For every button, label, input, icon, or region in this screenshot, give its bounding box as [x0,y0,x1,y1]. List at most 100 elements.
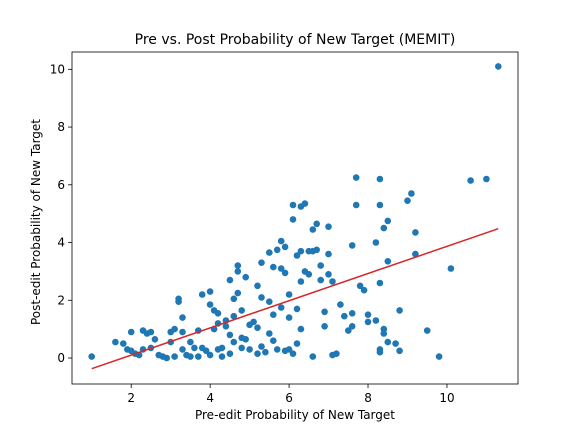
data-point [230,295,238,303]
data-point [179,328,186,336]
data-point [364,311,372,319]
data-point [270,311,277,319]
data-point [297,278,305,285]
data-point [234,289,242,297]
data-point [230,338,238,346]
x-tick-label: 10 [439,391,454,405]
data-point [277,304,285,311]
y-tick-label: 2 [57,293,65,307]
fit-line [91,227,499,370]
data-point [435,353,443,360]
data-point [238,344,245,352]
data-point [305,271,313,278]
data-point [412,250,419,258]
data-point [270,337,277,345]
data-point [246,346,253,353]
data-point [329,278,336,285]
data-point [254,324,261,332]
data-point [273,246,281,254]
data-point [250,318,257,326]
points-layer [88,63,502,362]
y-tick-label: 4 [57,236,65,250]
data-point [289,216,297,223]
data-point [396,307,403,314]
data-point [372,239,380,246]
data-point [254,282,261,290]
data-point [293,252,301,259]
y-axis-label: Post-edit Probability of New Target [29,119,43,325]
data-point [317,276,325,284]
data-point [376,279,384,287]
data-point [341,312,348,320]
axes-frame [71,51,519,385]
y-axis-ticks: 0 2 4 6 8 10 [50,62,72,365]
data-point [376,201,384,209]
data-point [191,344,198,352]
data-point [270,263,277,271]
x-tick-label: 2 [127,391,135,405]
data-point [242,336,249,343]
data-point [238,307,245,314]
data-point [206,288,214,295]
data-point [467,177,474,184]
data-point [309,226,317,233]
x-axis-label: Pre-edit Probability of New Target [195,408,395,422]
data-point [222,323,230,330]
data-point [266,249,273,256]
data-point [352,201,360,209]
data-point [447,265,455,272]
data-point [313,246,321,254]
data-point [226,276,234,284]
x-tick-label: 4 [206,391,214,405]
data-point [325,223,332,230]
data-point [127,328,135,336]
data-point [187,353,194,360]
data-point [226,350,234,358]
data-point [483,175,490,183]
data-point [258,259,265,267]
data-point [423,327,431,334]
data-point [230,312,238,320]
data-point [218,353,226,360]
y-tick-label: 0 [57,351,65,365]
data-point [384,258,392,265]
data-point [360,286,368,294]
data-point [321,308,328,316]
data-point [120,340,127,347]
data-point [206,301,214,308]
data-point [325,271,332,278]
data-point [195,353,202,360]
data-point [112,338,119,346]
data-point [273,346,281,353]
data-point [163,354,170,362]
y-tick-label: 10 [50,62,65,76]
data-point [325,250,332,258]
plot-area [88,63,502,370]
data-point [281,243,289,251]
data-point [333,350,340,358]
data-point [258,294,265,301]
data-point [202,347,210,355]
data-point [348,310,356,317]
data-point [179,314,186,321]
chart-title: Pre vs. Post Probability of New Target (… [135,32,456,48]
data-point [281,269,289,277]
data-point [384,338,392,346]
data-point [266,298,273,306]
data-point [218,344,226,352]
data-point [412,229,419,236]
data-point [254,350,261,358]
data-point [179,346,186,353]
data-point [380,330,388,337]
data-point [376,348,384,356]
data-point [289,201,297,209]
data-point [285,346,293,353]
data-point [266,330,273,337]
data-point [313,220,321,228]
data-point [345,327,352,334]
x-axis-ticks: 2 4 6 8 10 [127,384,455,405]
data-point [285,314,293,321]
data-point [88,353,95,360]
data-point [277,265,285,272]
data-point [187,338,194,346]
